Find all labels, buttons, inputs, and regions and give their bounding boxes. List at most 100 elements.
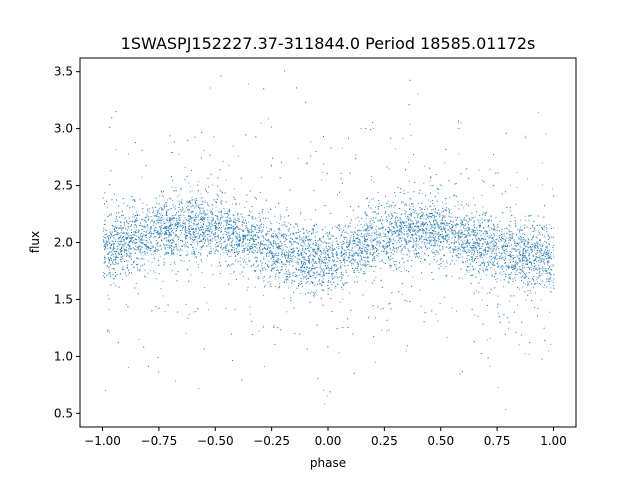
data-point	[202, 196, 204, 198]
data-point	[489, 249, 491, 250]
data-point	[326, 248, 328, 250]
data-point	[434, 243, 436, 244]
data-point	[153, 222, 155, 224]
data-point	[386, 242, 388, 244]
data-point	[221, 245, 222, 247]
data-point	[288, 235, 290, 237]
data-point	[134, 224, 136, 226]
data-point	[408, 217, 410, 219]
data-point	[203, 220, 205, 222]
data-point	[323, 275, 324, 277]
data-point	[165, 237, 167, 239]
data-point	[466, 242, 468, 244]
data-point	[390, 206, 392, 208]
data-point	[246, 289, 248, 291]
data-point	[258, 277, 260, 279]
data-point	[388, 168, 390, 170]
data-point	[265, 248, 267, 250]
data-point	[500, 279, 502, 281]
data-point	[231, 238, 233, 240]
data-point	[344, 250, 345, 252]
data-point	[198, 266, 199, 268]
data-point	[226, 250, 228, 251]
data-point	[295, 232, 297, 234]
data-point	[529, 253, 531, 255]
data-point	[198, 241, 200, 243]
data-point	[525, 219, 527, 221]
data-point	[439, 248, 441, 250]
data-point	[375, 238, 377, 240]
data-point	[395, 148, 396, 150]
data-point	[414, 232, 416, 234]
data-point	[201, 229, 203, 231]
data-point	[268, 280, 270, 282]
data-point	[302, 247, 304, 249]
data-point	[500, 254, 502, 256]
data-point	[230, 224, 232, 226]
data-point	[434, 254, 436, 255]
data-point	[494, 260, 495, 262]
data-point	[545, 133, 547, 135]
data-point	[142, 202, 144, 204]
data-point	[244, 206, 246, 208]
data-point	[200, 254, 202, 256]
data-point	[335, 238, 337, 240]
data-point	[186, 230, 188, 231]
data-point	[302, 245, 304, 247]
data-point	[182, 220, 184, 222]
data-point	[402, 293, 404, 295]
data-point	[174, 263, 176, 265]
data-point	[474, 232, 476, 234]
data-point	[502, 273, 504, 275]
data-point	[342, 247, 344, 249]
data-point	[169, 209, 171, 211]
data-point	[218, 234, 219, 236]
data-point	[174, 223, 176, 225]
data-point	[172, 179, 173, 181]
data-point	[275, 264, 277, 265]
data-point	[174, 205, 176, 207]
data-point	[391, 217, 393, 219]
data-point	[263, 224, 265, 226]
data-point	[347, 227, 349, 229]
data-point	[115, 253, 117, 255]
data-point	[419, 237, 421, 239]
data-point	[527, 178, 529, 180]
data-point	[369, 239, 371, 241]
data-point	[226, 243, 228, 245]
data-point	[160, 212, 162, 214]
data-point	[399, 266, 401, 268]
data-point	[112, 253, 114, 255]
data-point	[126, 233, 128, 235]
data-point	[227, 222, 228, 224]
data-point	[122, 256, 124, 258]
data-point	[124, 251, 126, 253]
data-point	[137, 263, 139, 265]
data-point	[461, 231, 463, 233]
data-point	[173, 240, 175, 242]
data-point	[286, 311, 288, 313]
data-point	[438, 232, 440, 234]
data-point	[332, 279, 334, 280]
data-point	[197, 222, 199, 224]
data-point	[532, 226, 534, 228]
data-point	[122, 244, 124, 246]
data-point	[517, 256, 519, 258]
data-point	[182, 227, 184, 228]
data-point	[313, 267, 315, 269]
data-point	[375, 206, 376, 208]
data-point	[363, 265, 365, 267]
data-point	[231, 249, 233, 251]
data-point	[444, 229, 446, 231]
data-point	[317, 247, 319, 249]
data-point	[500, 271, 502, 273]
data-point	[151, 235, 153, 237]
data-point	[128, 245, 129, 247]
data-point	[466, 215, 468, 217]
data-point	[175, 380, 176, 382]
data-point	[275, 244, 277, 246]
data-point	[116, 246, 118, 248]
data-point	[528, 281, 530, 283]
data-point	[271, 270, 273, 272]
data-point	[131, 199, 133, 201]
